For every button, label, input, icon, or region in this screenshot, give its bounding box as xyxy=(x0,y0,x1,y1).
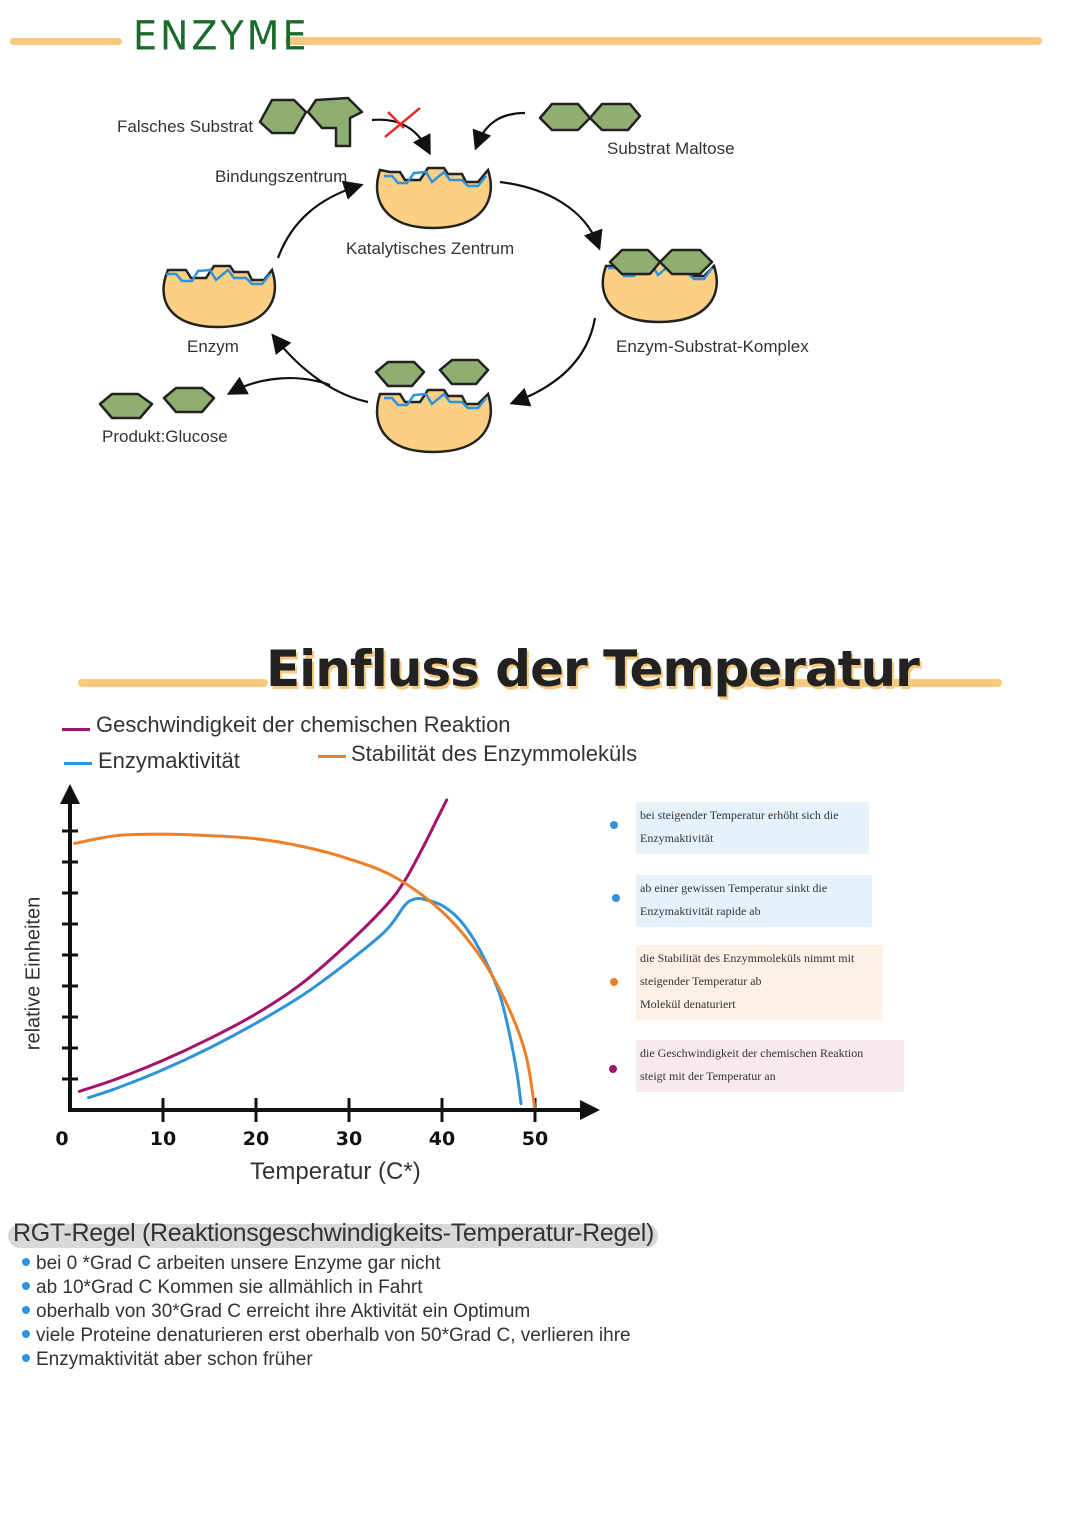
rgt-item: oberhalb von 30*Grad C erreicht ihre Akt… xyxy=(22,1301,530,1323)
note-1-line-1: bei steigender Temperatur erhöht sich di… xyxy=(640,808,839,822)
rgt-item-text: bei 0 *Grad C arbeiten unsere Enzyme gar… xyxy=(36,1253,441,1274)
series-line xyxy=(77,798,449,1093)
product-arrow xyxy=(226,376,331,395)
enzyme-bottom-shape xyxy=(374,358,493,454)
note-activity-rise: bei steigender Temperatur erhöht sich di… xyxy=(636,802,869,854)
note-3-line-1: die Stabilität des Enzymmoleküls nimmt m… xyxy=(640,951,855,965)
y-axis-label: relative Einheiten xyxy=(22,896,45,1051)
rgt-item-text: Enzymaktivität aber schon früher xyxy=(36,1349,313,1370)
title-underline-right xyxy=(285,37,1042,45)
note-3-line-3: Molekül denaturiert xyxy=(640,997,736,1011)
enzyme-substrate-complex-shape xyxy=(601,248,718,324)
x-tick-label: 20 xyxy=(243,1128,269,1150)
legend-line-activity xyxy=(64,762,92,765)
enzyme-title: ENZYME xyxy=(133,12,310,60)
rgt-bullet xyxy=(22,1281,30,1290)
rgt-item-text: oberhalb von 30*Grad C erreicht ihre Akt… xyxy=(36,1301,531,1322)
label-binding-center: Bindungszentrum xyxy=(215,167,348,186)
label-product-glucose: Produkt:Glucose xyxy=(102,427,228,446)
x-tick-label: 30 xyxy=(336,1128,362,1150)
note-bullet-4 xyxy=(609,1065,617,1073)
legend-line-stability xyxy=(318,755,346,758)
legend-reaction-speed: Geschwindigkeit der chemischen Reaktion xyxy=(96,712,511,737)
x-tick-label: 40 xyxy=(429,1128,455,1150)
cross-mark-b xyxy=(387,111,405,129)
label-enzyme: Enzym xyxy=(187,337,239,356)
note-reaction-speed: die Geschwindigkeit der chemischen Reakt… xyxy=(636,1040,904,1092)
series-line xyxy=(87,896,523,1106)
note-4-line-1: die Geschwindigkeit der chemischen Reakt… xyxy=(640,1046,864,1060)
glucose-product-shape xyxy=(98,386,216,420)
rgt-bullet xyxy=(22,1329,30,1338)
note-1-line-2: Enzymaktivität xyxy=(640,831,714,845)
rgt-title: RGT-Regel (Reaktionsgeschwindigkeits-Tem… xyxy=(13,1219,655,1247)
rgt-item: viele Proteine denaturieren erst oberhal… xyxy=(22,1325,631,1347)
note-bullet-2 xyxy=(612,894,620,902)
label-enzyme-substrate-complex: Enzym-Substrat-Komplex xyxy=(616,337,809,356)
rgt-item: ab 10*Grad C Kommen sie allmählich in Fa… xyxy=(22,1277,423,1299)
temperature-chart: 0 10 20 30 40 50 xyxy=(55,784,600,1150)
note-4-line-2: steigt mit der Temperatur an xyxy=(640,1069,776,1083)
cycle-arrow-to-top xyxy=(276,180,364,259)
series-line xyxy=(73,832,537,1112)
rgt-bullet xyxy=(22,1257,30,1266)
note-bullet-3 xyxy=(610,978,618,986)
rgt-bullet xyxy=(22,1305,30,1314)
title-underline-left xyxy=(10,38,122,45)
note-3-line-2: steigender Temperatur ab xyxy=(640,974,762,988)
note-bullet-1 xyxy=(610,821,618,829)
enzyme-left-shape xyxy=(162,264,277,329)
x-axis-label: Temperatur (C*) xyxy=(250,1158,421,1185)
label-catalytic-center: Katalytisches Zentrum xyxy=(346,239,515,258)
rgt-item: Enzymaktivität aber schon früher xyxy=(22,1349,313,1371)
cycle-arrow-to-complex xyxy=(499,180,603,251)
legend-stability: Stabilität des Enzymmoleküls xyxy=(351,741,638,766)
enzyme-cycle-diagram xyxy=(98,96,718,454)
temperature-underline-right xyxy=(745,679,1002,687)
label-substrate-maltose: Substrat Maltose xyxy=(607,139,735,158)
note-2-line-1: ab einer gewissen Temperatur sinkt die xyxy=(640,881,828,895)
note-stability: die Stabilität des Enzymmoleküls nimmt m… xyxy=(636,945,883,1020)
x-tick-label: 50 xyxy=(522,1128,548,1150)
rgt-bullet xyxy=(22,1353,30,1362)
x-tick-label: 0 xyxy=(55,1128,68,1150)
x-tick-label: 10 xyxy=(150,1128,176,1150)
legend-line-reaction xyxy=(62,728,90,731)
maltose-substrate-shape xyxy=(538,102,642,132)
rgt-item-text: viele Proteine denaturieren erst oberhal… xyxy=(36,1325,631,1346)
rgt-item-text: ab 10*Grad C Kommen sie allmählich in Fa… xyxy=(36,1277,423,1298)
legend-enzyme-activity: Enzymaktivität xyxy=(98,748,240,773)
temperature-title: Einfluss der Temperatur xyxy=(266,640,920,698)
enzyme-top-shape xyxy=(375,166,493,230)
temperature-underline-left xyxy=(78,679,268,687)
rgt-title-highlight xyxy=(8,1224,658,1248)
maltose-arrow xyxy=(472,111,526,151)
blocked-arrow xyxy=(371,118,431,156)
label-wrong-substrate: Falsches Substrat xyxy=(117,117,254,136)
cross-mark-a xyxy=(384,107,421,138)
wrong-substrate-shape xyxy=(258,96,364,148)
cycle-arrow-to-bottom xyxy=(509,317,597,407)
note-activity-drop: ab einer gewissen Temperatur sinkt die E… xyxy=(636,875,872,927)
note-2-line-2: Enzymaktivität rapide ab xyxy=(640,904,761,918)
cycle-arrow-to-enzyme xyxy=(271,333,369,404)
rgt-item: bei 0 *Grad C arbeiten unsere Enzyme gar… xyxy=(22,1253,441,1275)
